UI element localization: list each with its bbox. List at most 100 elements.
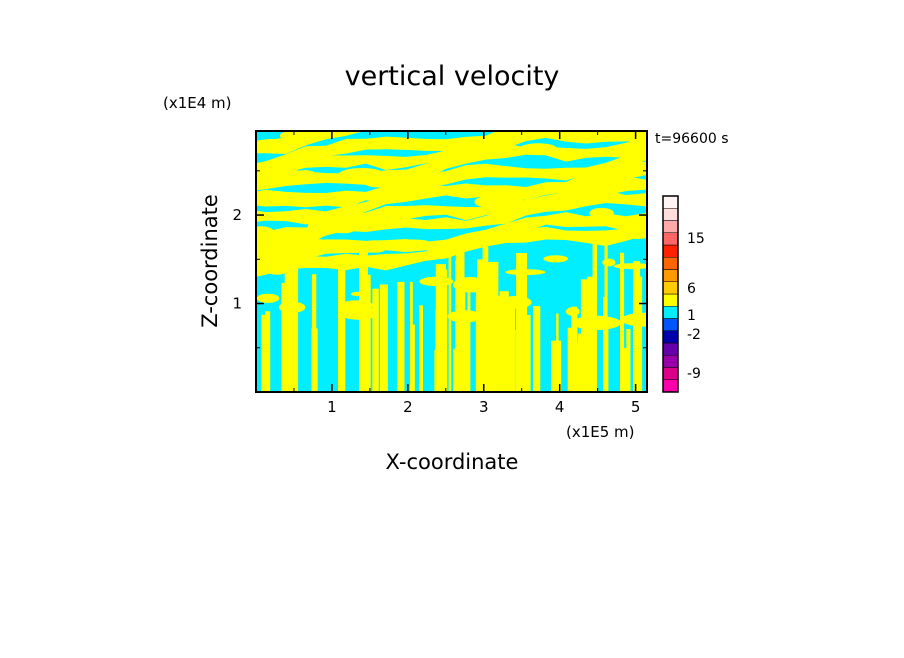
colorbar-swatch [662, 269, 679, 282]
colorbar-swatch [662, 318, 679, 331]
field-streak [457, 331, 467, 392]
colorbar-swatch [662, 342, 679, 356]
field-blob [572, 315, 621, 330]
field-streak [556, 313, 559, 392]
field-blob [430, 176, 467, 182]
field-streak [265, 311, 271, 392]
field-blob [361, 240, 388, 253]
field-streak [524, 315, 531, 392]
field-streak [626, 329, 631, 392]
field-streak [448, 253, 452, 392]
colorbar: -9 -2 1 6 15 [662, 195, 705, 393]
colorbar-swatch [662, 379, 679, 393]
field-blob [447, 310, 483, 323]
field-blob [267, 165, 297, 176]
colorbar-tick-label: -9 [687, 366, 701, 382]
field-blob [256, 293, 280, 303]
field-streak [379, 284, 388, 392]
x-tick-label: 5 [631, 398, 641, 416]
field-blob [340, 300, 374, 311]
colorbar-swatch [662, 195, 679, 209]
x-tick-label: 4 [555, 398, 565, 416]
field-streak [372, 288, 379, 392]
colorbar-swatch [662, 367, 679, 380]
colorbar-swatch [662, 355, 679, 368]
field-blob [266, 265, 288, 275]
colorbar-tick-label: 15 [687, 231, 705, 247]
field-streak [477, 259, 485, 392]
colorbar-swatch [662, 293, 679, 307]
field-streak [516, 287, 521, 392]
y-axis-label: Z-coordinate [198, 194, 222, 328]
y-tick-label: 2 [232, 206, 242, 224]
x-tick-label: 3 [479, 398, 489, 416]
field-streak [359, 246, 368, 392]
field-streak [261, 314, 267, 392]
field-streak [518, 350, 526, 392]
time-label: t=96600 s [655, 131, 729, 147]
chart-title: vertical velocity [345, 61, 560, 92]
field-blob [328, 218, 359, 234]
field-blob [278, 301, 306, 313]
colorbar-swatch [662, 330, 679, 344]
field-band [256, 190, 646, 257]
field-streak [499, 291, 509, 392]
velocity-field [256, 131, 647, 392]
x-unit-label: (x1E5 m) [566, 423, 635, 441]
x-axis-ticks: 1 2 3 4 5 [293, 131, 641, 416]
field-blob [419, 276, 454, 287]
field-streak [533, 306, 541, 392]
field-streak [435, 264, 446, 392]
field-blob [397, 239, 431, 246]
x-tick-label: 2 [403, 398, 413, 416]
field-streak [603, 297, 608, 392]
x-axis-label: X-coordinate [386, 450, 519, 474]
colorbar-tick-label: 1 [687, 308, 696, 324]
field-streak [419, 305, 423, 392]
field-blob [562, 147, 577, 159]
colorbar-swatch [662, 244, 679, 258]
field-blob [293, 170, 317, 181]
field-streak [412, 324, 415, 392]
field-streak [291, 307, 297, 392]
field-streak [567, 327, 575, 392]
field-band [256, 131, 539, 172]
field-streak [571, 306, 578, 392]
field-streak [577, 333, 589, 392]
field-blob [620, 312, 647, 327]
field-streak [284, 246, 295, 392]
field-blob [363, 176, 394, 188]
field-streak [409, 281, 413, 392]
field-band [256, 224, 646, 277]
y-unit-label: (x1E4 m) [163, 94, 232, 112]
field-streak [638, 276, 643, 392]
colorbar-swatch [662, 281, 679, 295]
field-blob [565, 307, 580, 316]
field-streak [434, 350, 438, 392]
field-streak [508, 299, 516, 392]
field-streak [622, 348, 628, 392]
field-blob [453, 277, 489, 293]
colorbar-swatch [662, 306, 679, 319]
y-axis-ticks: 12 [232, 170, 647, 349]
field-blob [602, 258, 616, 267]
x-tick-label: 1 [327, 398, 337, 416]
colorbar-swatch [662, 220, 679, 233]
field-blob [256, 138, 301, 149]
field-streak [633, 295, 640, 392]
colorbar-swatch [662, 232, 679, 246]
colorbar-tick-label: 6 [687, 281, 696, 297]
field-blob [586, 182, 602, 193]
field-blob [292, 131, 326, 140]
field-streak [489, 315, 499, 392]
field-blob [599, 182, 638, 189]
field-blob [499, 296, 532, 309]
field-streak [311, 328, 318, 392]
plot-frame [255, 130, 648, 393]
field-blob [505, 269, 546, 276]
field-band [256, 161, 646, 225]
colorbar-frame [662, 195, 679, 393]
field-blob [543, 255, 568, 263]
